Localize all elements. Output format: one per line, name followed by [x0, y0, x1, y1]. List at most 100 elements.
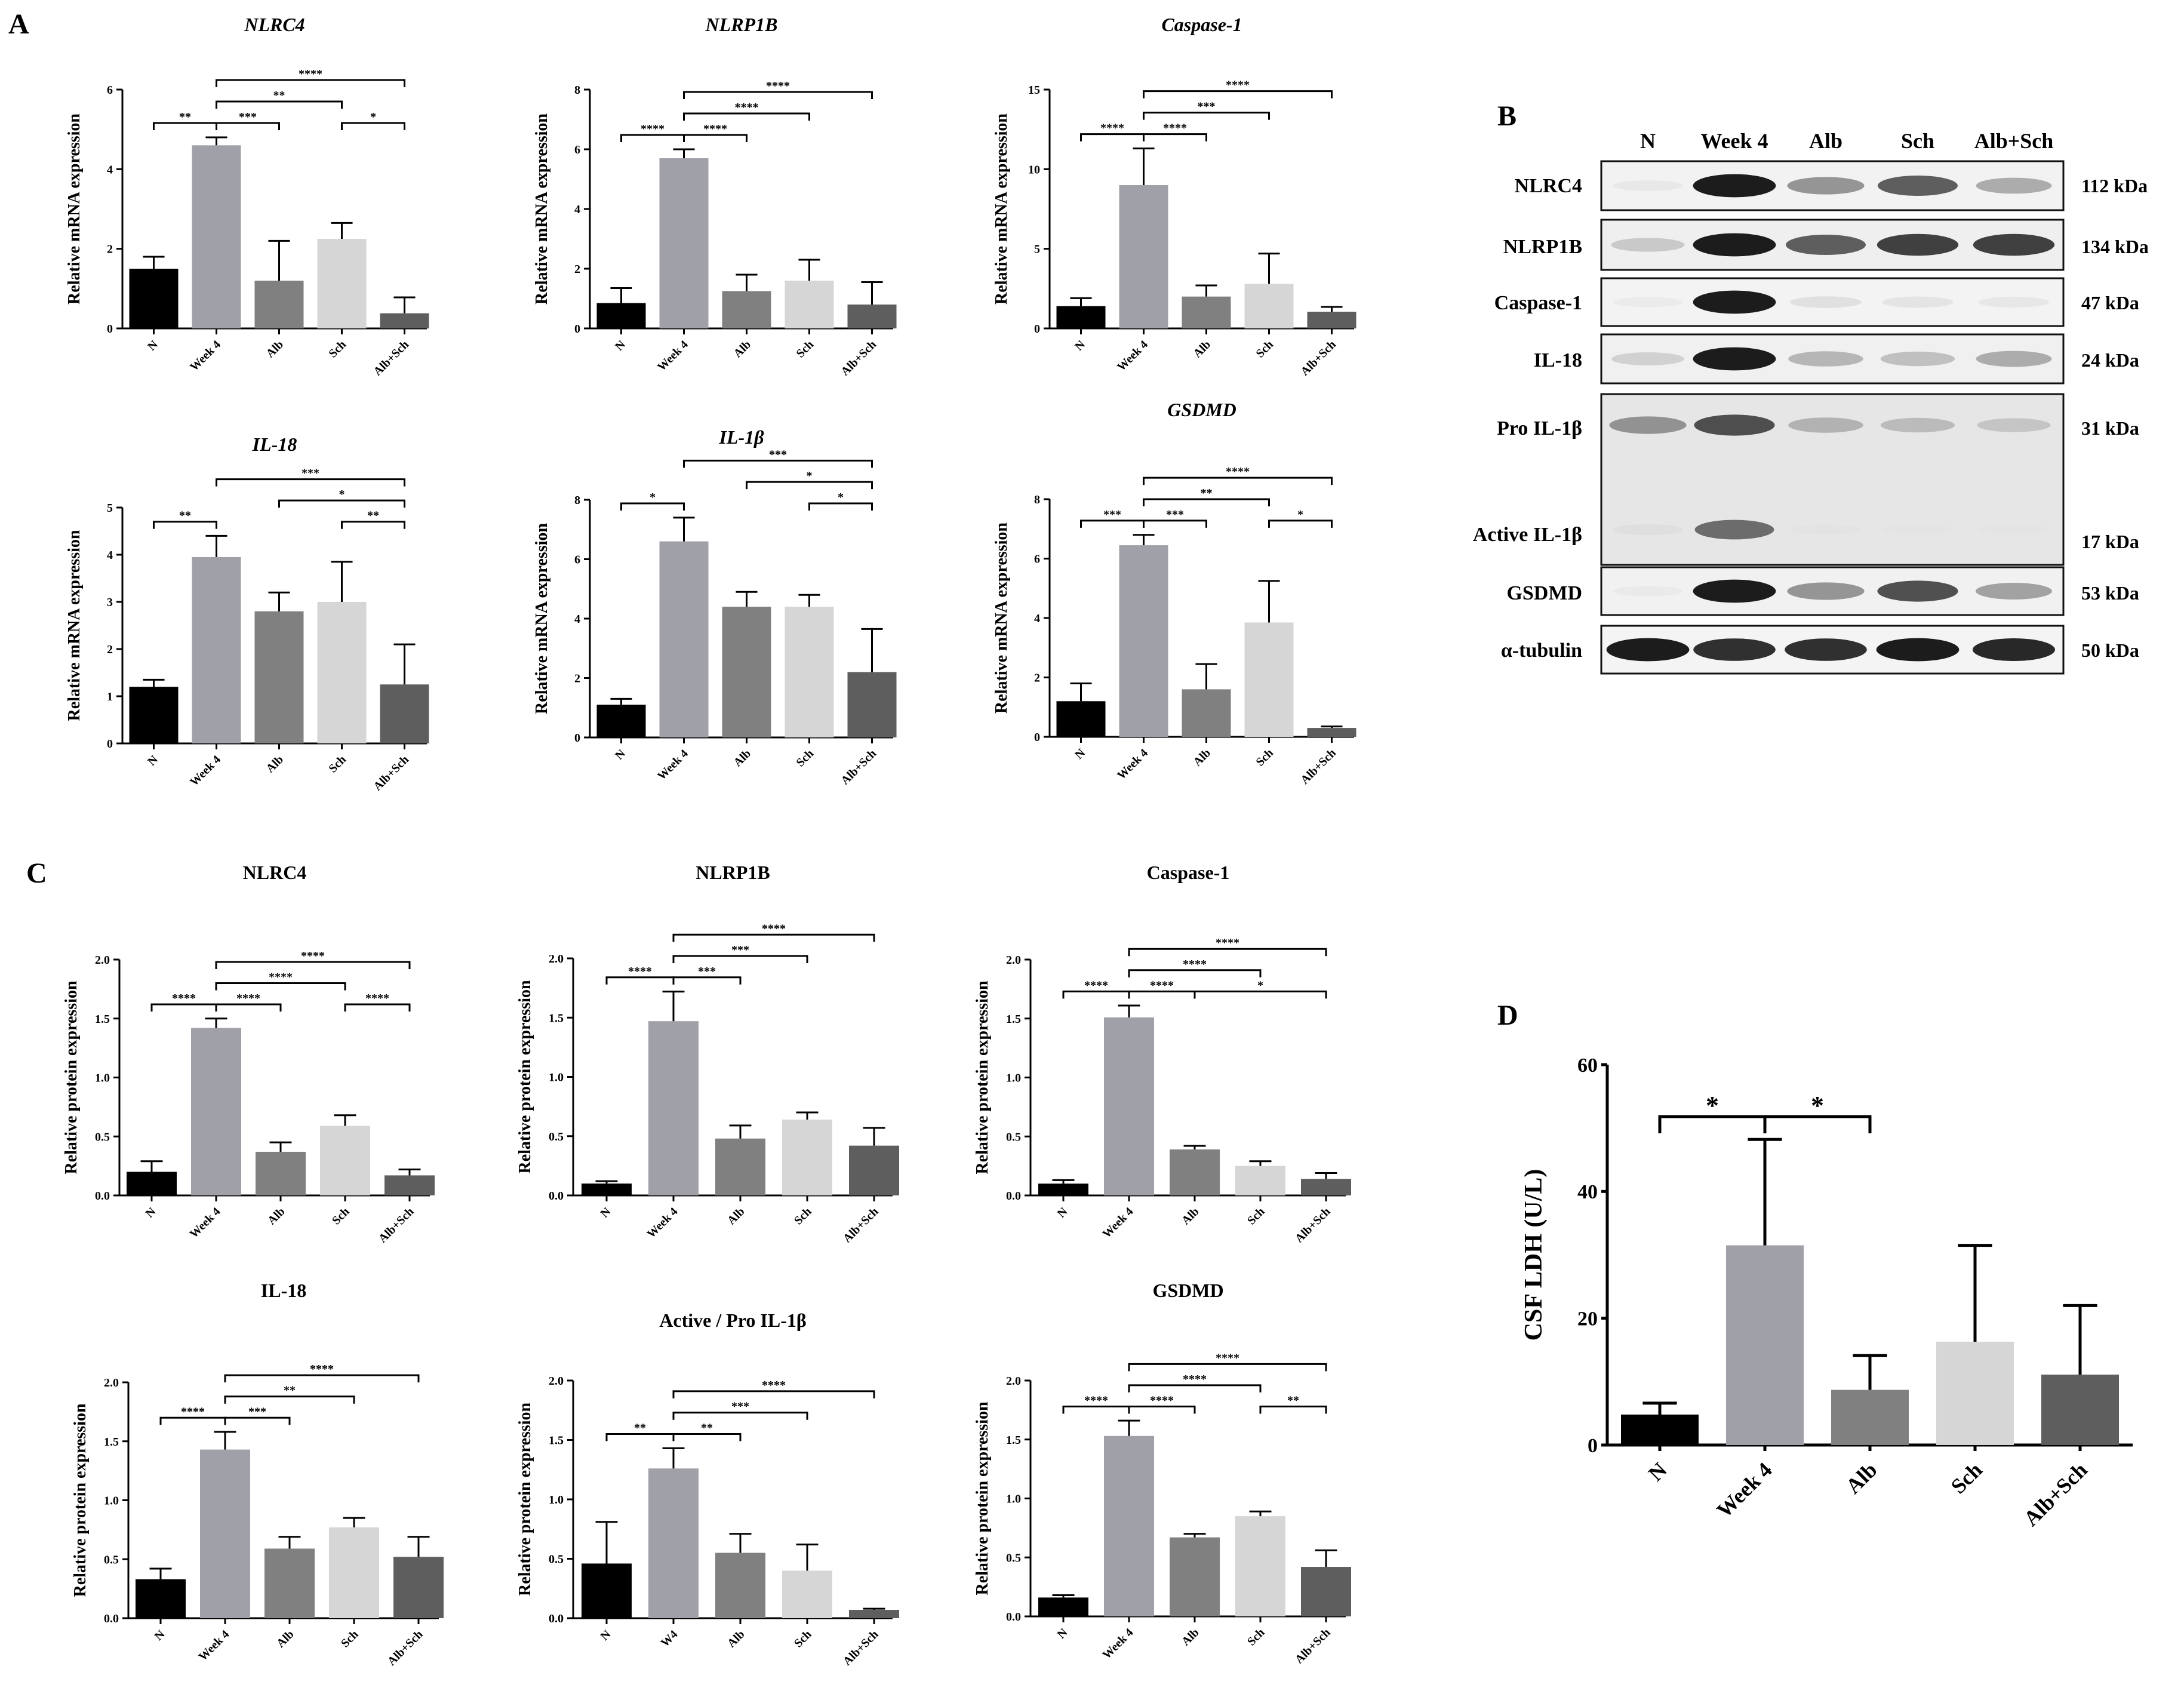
- significance-bracket: [1193, 990, 1327, 999]
- significance-bracket: [153, 122, 217, 130]
- category-label: Alb: [1191, 746, 1213, 769]
- chart-c1: 0.0 0.5 1.0 1.5 2.0 Relative protein expressi…: [62, 862, 435, 1246]
- category-label: Alb: [265, 1205, 288, 1228]
- y-tick-label: 0.0: [1006, 1610, 1021, 1624]
- y-tick-label: 1.0: [1006, 1493, 1021, 1506]
- wb-col-label: Week 4: [1701, 129, 1768, 153]
- wb-band: [1791, 524, 1861, 535]
- significance-label: ***: [302, 467, 319, 480]
- wb-row-label: Active IL-1β: [1473, 524, 1582, 546]
- wb-band: [1609, 416, 1687, 434]
- bar: [1119, 545, 1168, 737]
- category-label: Sch: [326, 338, 349, 361]
- significance-bracket: [672, 976, 742, 985]
- bar: [380, 684, 429, 743]
- category-label: Alb+Sch: [1293, 1205, 1333, 1246]
- wb-band: [1878, 176, 1958, 196]
- wb-band: [1787, 582, 1865, 600]
- wb-band: [1788, 417, 1863, 433]
- bar: [1038, 1183, 1088, 1195]
- bar: [254, 611, 304, 743]
- significance-label: *: [1811, 1091, 1824, 1120]
- bar: [785, 281, 834, 328]
- chart-title: NLRP1B: [705, 14, 778, 35]
- category-label: Alb+Sch: [371, 338, 411, 379]
- category-label: W4: [659, 1628, 681, 1650]
- y-tick-label: 2: [107, 243, 113, 256]
- significance-label: ****: [301, 949, 325, 963]
- chart-c3: 0.0 0.5 1.0 1.5 2.0 Relative protein expressi…: [973, 862, 1351, 1246]
- category-label: Alb: [1841, 1458, 1882, 1498]
- wb-row-label: IL-18: [1534, 349, 1582, 371]
- bar: [782, 1119, 832, 1195]
- category-label: N: [1055, 1205, 1071, 1221]
- significance-bracket: [278, 499, 405, 508]
- y-tick-label: 2.0: [95, 954, 110, 967]
- bar: [254, 281, 304, 328]
- significance-label: *: [807, 469, 813, 482]
- bar: [849, 1145, 899, 1195]
- wb-kda-label: 31 kDa: [2081, 417, 2139, 439]
- wb-strip-caspase1: [1600, 277, 2065, 327]
- category-label: Week 4: [645, 1205, 681, 1241]
- wb-band: [1613, 586, 1683, 597]
- bar: [782, 1570, 832, 1618]
- chart-title: NLRC4: [244, 14, 304, 35]
- bar: [1235, 1516, 1285, 1616]
- wb-band: [1972, 638, 2056, 662]
- y-tick-label: 0: [107, 322, 113, 336]
- significance-bracket: [605, 1433, 675, 1441]
- wb-band: [1976, 351, 2052, 367]
- wb-band: [1785, 638, 1867, 661]
- wb-band: [1882, 524, 1953, 535]
- wb-band: [1693, 579, 1776, 603]
- significance-label: ****: [365, 992, 389, 1005]
- category-label: N: [613, 338, 628, 353]
- category-label: N: [152, 1628, 168, 1643]
- y-tick-label: 1.0: [549, 1071, 564, 1084]
- chart-c4: 0.0 0.5 1.0 1.5 2.0 Relative protein expressi…: [71, 1280, 444, 1668]
- panel-label-a: A: [8, 8, 29, 40]
- y-tick-label: 0.0: [549, 1612, 564, 1625]
- chart-a6: 0 2 4 6 8 Relative mRNA expression GSDMD N Week …: [992, 399, 1356, 787]
- significance-label: **: [284, 1384, 296, 1397]
- y-tick-label: 0.5: [1006, 1130, 1021, 1143]
- chart-title: GSDMD: [1167, 399, 1236, 420]
- significance-label: ****: [1183, 958, 1207, 971]
- significance-bracket: [620, 134, 685, 142]
- y-tick-label: 6: [574, 554, 580, 567]
- y-tick-label: 1.0: [549, 1493, 564, 1507]
- significance-label: ****: [1226, 79, 1250, 92]
- y-tick-label: 0: [1034, 731, 1040, 744]
- y-tick-label: 1.5: [549, 1012, 564, 1025]
- chart-c5: 0.0 0.5 1.0 1.5 2.0 Relative protein expressi…: [516, 1309, 899, 1668]
- bar: [1038, 1597, 1088, 1616]
- significance-bracket: [224, 1374, 420, 1383]
- significance-label: **: [179, 509, 191, 522]
- wb-kda-label: 17 kDa: [2081, 531, 2139, 552]
- significance-label: ****: [299, 67, 322, 81]
- chart-title: IL-18: [261, 1280, 306, 1301]
- category-label: Sch: [793, 747, 816, 770]
- bar: [849, 1610, 899, 1618]
- y-tick-label: 0.0: [104, 1612, 119, 1625]
- category-label: Week 4: [1115, 338, 1151, 374]
- y-tick-label: 4: [574, 203, 580, 216]
- bar: [1119, 185, 1168, 328]
- category-label: Alb+Sch: [376, 1205, 417, 1246]
- significance-bracket: [216, 478, 405, 487]
- significance-label: ****: [1163, 122, 1187, 135]
- significance-bracket: [1128, 990, 1196, 999]
- category-label: Week 4: [187, 1205, 223, 1241]
- significance-label: ****: [1226, 465, 1250, 478]
- y-tick-label: 0.5: [549, 1130, 564, 1143]
- bar: [264, 1548, 315, 1618]
- bar: [582, 1183, 632, 1195]
- wb-band: [1979, 524, 2049, 535]
- wb-band: [1787, 177, 1865, 195]
- bar: [847, 305, 897, 328]
- significance-label: **: [1201, 487, 1213, 500]
- category-label: Alb: [725, 1205, 748, 1228]
- y-axis-label: Relative protein expression: [62, 980, 81, 1174]
